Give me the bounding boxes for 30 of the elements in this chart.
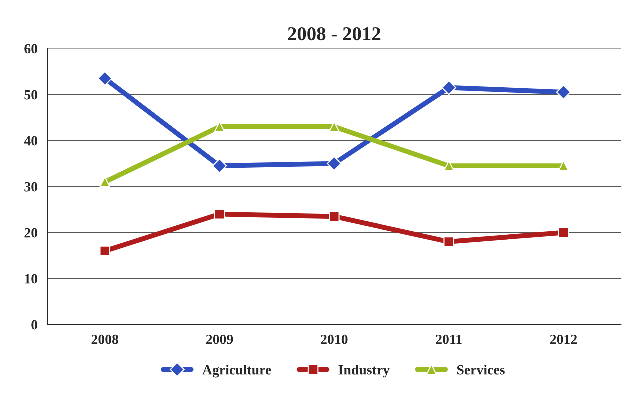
point xyxy=(442,80,456,96)
point xyxy=(214,208,226,220)
x-tick-label: 2010 xyxy=(321,334,348,344)
y-tick-label: 10 xyxy=(25,274,38,284)
y-tick-label: 60 xyxy=(24,44,38,54)
point xyxy=(100,246,110,257)
y-tick-label: 20 xyxy=(24,228,38,238)
point xyxy=(212,158,228,174)
point xyxy=(558,160,570,172)
legend-label: Agriculture xyxy=(202,364,272,378)
y-tick-label: 30 xyxy=(24,182,38,192)
point xyxy=(444,236,454,248)
y-tick-label: 50 xyxy=(24,90,38,100)
point xyxy=(98,71,112,86)
y-tick-label: 0 xyxy=(32,320,38,330)
x-tick-label: 2008 xyxy=(92,334,119,344)
x-tick-label: 2009 xyxy=(206,334,234,344)
point xyxy=(329,122,340,132)
chart-title: 2008 - 2012 xyxy=(288,27,381,41)
legend-label: Services xyxy=(457,364,505,375)
point xyxy=(444,160,454,172)
point xyxy=(214,122,226,132)
point xyxy=(329,211,340,222)
point xyxy=(558,227,570,238)
point xyxy=(556,85,572,100)
x-tick-label: 2011 xyxy=(436,334,462,344)
legend-label: Industry xyxy=(338,364,390,378)
y-tick-label: 40 xyxy=(24,136,38,146)
x-tick-label: 2012 xyxy=(550,334,578,344)
point xyxy=(327,156,342,172)
